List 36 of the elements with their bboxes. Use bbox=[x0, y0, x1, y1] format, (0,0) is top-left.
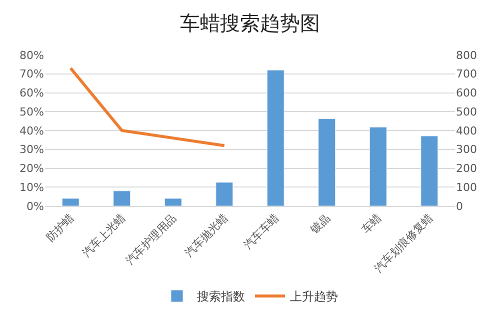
y-tick-label: 50% bbox=[20, 105, 44, 118]
bar bbox=[216, 182, 234, 206]
y2-tick-label: 700 bbox=[456, 68, 477, 81]
y-tick-label: 30% bbox=[20, 143, 44, 156]
y2-tick-label: 600 bbox=[456, 86, 477, 100]
bar bbox=[369, 126, 387, 206]
x-tick-label: 汽车抛光蜡 bbox=[182, 212, 230, 260]
bar bbox=[420, 136, 438, 206]
y2-tick-label: 300 bbox=[456, 143, 477, 156]
y2-tick-label: 400 bbox=[456, 124, 477, 138]
bar bbox=[62, 198, 80, 206]
y2-tick-label: 200 bbox=[456, 162, 477, 176]
y-tick-label: 10% bbox=[20, 180, 44, 194]
y2-tick-label: 100 bbox=[456, 180, 477, 194]
bar bbox=[318, 118, 336, 206]
bar bbox=[113, 190, 131, 206]
y-tick-label: 40% bbox=[20, 124, 44, 138]
legend-label: 搜索指数 bbox=[197, 290, 245, 304]
legend-label: 上升趋势 bbox=[290, 290, 338, 304]
chart-title: 车蜡搜索趋势图 bbox=[180, 11, 320, 36]
line-series bbox=[69, 66, 226, 148]
y-tick-label: 70% bbox=[20, 68, 44, 81]
x-tick-label: 汽车上光蜡 bbox=[80, 212, 128, 260]
x-tick-label: 镀晶 bbox=[307, 212, 333, 237]
x-tick-label: 车蜡 bbox=[359, 212, 384, 236]
y2-tick-label: 800 bbox=[456, 48, 477, 62]
bar bbox=[164, 198, 182, 206]
y-tick-label: 0% bbox=[26, 200, 44, 213]
y-tick-label: 60% bbox=[20, 86, 44, 100]
bar bbox=[266, 70, 284, 206]
x-tick-label: 防护蜡 bbox=[44, 212, 77, 244]
y-tick-label: 20% bbox=[20, 162, 44, 176]
x-tick-label: 汽车车蜡 bbox=[241, 212, 282, 252]
y2-tick-label: 0 bbox=[456, 200, 463, 213]
y2-tick-label: 500 bbox=[456, 105, 477, 118]
y-tick-label: 80% bbox=[20, 48, 44, 62]
